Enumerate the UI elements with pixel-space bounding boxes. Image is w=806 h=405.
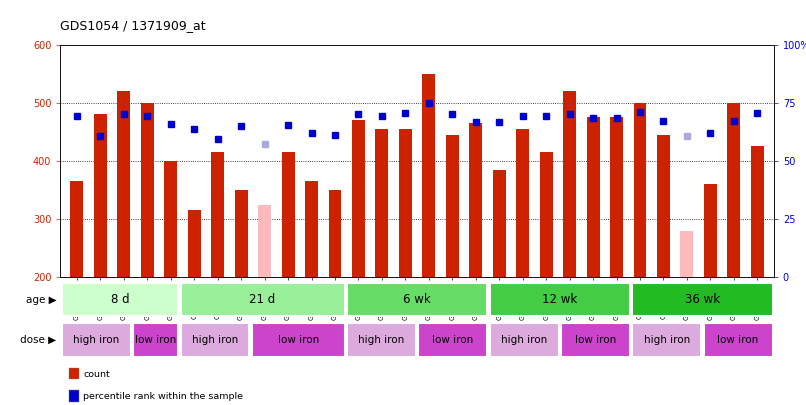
Bar (329, 190, 342, 277)
Bar (61, 283, 178, 316)
Bar (561, 324, 630, 357)
Text: age ▶: age ▶ (26, 295, 56, 305)
Bar (181, 283, 345, 316)
Bar (540, 152, 553, 277)
Bar (704, 184, 717, 277)
Bar (352, 120, 365, 277)
Text: low iron: low iron (717, 335, 758, 345)
Bar (69, 368, 79, 379)
Text: 36 wk: 36 wk (685, 293, 720, 306)
Bar (133, 324, 178, 357)
Text: low iron: low iron (277, 335, 319, 345)
Bar (69, 390, 79, 402)
Bar (657, 135, 670, 277)
Bar (469, 123, 482, 277)
Bar (281, 152, 294, 277)
Bar (235, 190, 247, 277)
Bar (680, 231, 693, 277)
Bar (251, 324, 345, 357)
Bar (181, 324, 250, 357)
Bar (610, 117, 623, 277)
Text: high iron: high iron (501, 335, 547, 345)
Bar (347, 324, 416, 357)
Text: high iron: high iron (192, 335, 238, 345)
Bar (93, 115, 106, 277)
Bar (587, 117, 600, 277)
Bar (376, 129, 388, 277)
Bar (70, 181, 83, 277)
Bar (704, 324, 773, 357)
Bar (211, 152, 224, 277)
Text: 21 d: 21 d (249, 293, 276, 306)
Text: count: count (83, 370, 110, 379)
Bar (258, 205, 271, 277)
Bar (632, 283, 773, 316)
Bar (418, 324, 488, 357)
Bar (751, 147, 764, 277)
Bar (164, 161, 177, 277)
Bar (632, 324, 701, 357)
Bar (563, 91, 576, 277)
Bar (141, 103, 154, 277)
Text: high iron: high iron (73, 335, 119, 345)
Bar (516, 129, 530, 277)
Bar (118, 91, 131, 277)
Bar (188, 211, 201, 277)
Text: 12 wk: 12 wk (542, 293, 577, 306)
Bar (61, 324, 131, 357)
Text: GDS1054 / 1371909_at: GDS1054 / 1371909_at (60, 19, 206, 32)
Bar (489, 324, 559, 357)
Text: high iron: high iron (644, 335, 690, 345)
Text: high iron: high iron (359, 335, 405, 345)
Text: low iron: low iron (432, 335, 473, 345)
Text: low iron: low iron (135, 335, 177, 345)
Bar (728, 103, 741, 277)
Bar (489, 283, 630, 316)
Bar (422, 74, 435, 277)
Bar (634, 103, 646, 277)
Text: 6 wk: 6 wk (403, 293, 431, 306)
Bar (446, 135, 459, 277)
Text: percentile rank within the sample: percentile rank within the sample (83, 392, 243, 401)
Bar (399, 129, 412, 277)
Bar (347, 283, 488, 316)
Bar (305, 181, 318, 277)
Text: dose ▶: dose ▶ (20, 335, 56, 345)
Bar (492, 170, 505, 277)
Text: low iron: low iron (575, 335, 616, 345)
Text: 8 d: 8 d (110, 293, 129, 306)
